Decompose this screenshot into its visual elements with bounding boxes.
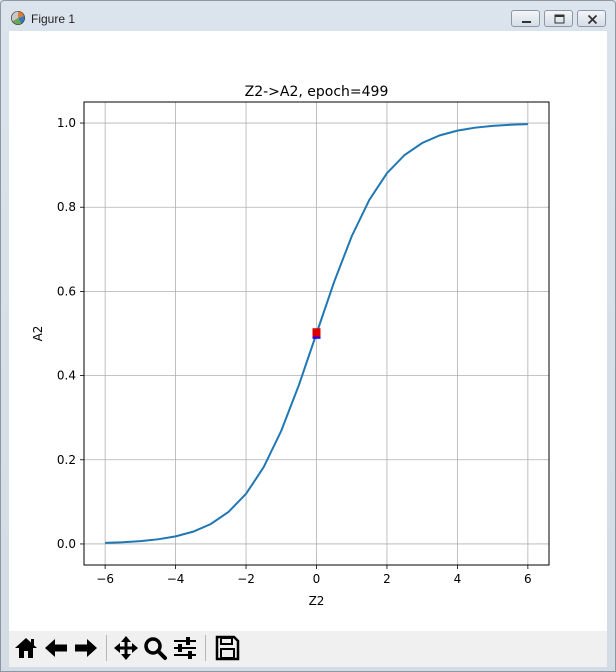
forward-button[interactable]: [72, 634, 100, 662]
x-axis-label: Z2: [309, 594, 325, 608]
home-button[interactable]: [12, 634, 40, 662]
toolbar-separator: [106, 635, 107, 661]
point-markers: [312, 328, 321, 339]
y-tick-label: 0.0: [57, 537, 76, 551]
home-icon: [15, 638, 37, 658]
plot-area[interactable]: −6 −4 −2 0 2 4 6 0.0 0.2 0.4 0.6 0.8 1.0 Z2->A2, epo…: [9, 31, 607, 631]
point-marker: [312, 328, 321, 337]
magnifier-icon: [144, 637, 167, 660]
close-icon: [587, 14, 598, 25]
minimize-button[interactable]: [511, 10, 540, 27]
floppy-disk-icon: [215, 635, 240, 661]
maximize-icon: [554, 14, 565, 24]
window-title: Figure 1: [31, 12, 76, 26]
pan-button[interactable]: [112, 634, 140, 662]
chart-title: Z2->A2, epoch=499: [245, 84, 389, 100]
sliders-icon: [174, 637, 196, 659]
y-tick-label: 0.8: [57, 200, 76, 214]
x-tick-label: 6: [524, 572, 532, 586]
y-tick-label: 0.6: [57, 284, 76, 298]
x-tick-label: 4: [454, 572, 462, 586]
y-tick-label: 0.4: [57, 369, 76, 383]
figure-canvas[interactable]: −6 −4 −2 0 2 4 6 0.0 0.2 0.4 0.6 0.8 1.0 Z2->A2, epo…: [9, 31, 607, 663]
title-bar[interactable]: Figure 1: [1, 1, 615, 31]
y-tick-label: 0.2: [57, 453, 76, 467]
zoom-button[interactable]: [141, 634, 169, 662]
toolbar-separator: [205, 635, 206, 661]
matplotlib-figure-icon: [11, 11, 25, 25]
minimize-icon: [522, 21, 531, 23]
x-tick-label: 0: [313, 572, 321, 586]
x-tick-label: −2: [237, 572, 255, 586]
grid-lines: [84, 102, 549, 565]
maximize-button[interactable]: [544, 10, 573, 27]
x-tick-label: −6: [96, 572, 114, 586]
close-button[interactable]: [577, 10, 606, 27]
x-tick-label: 2: [383, 572, 391, 586]
move-icon: [114, 636, 138, 660]
arrow-right-icon: [75, 639, 97, 657]
axis-ticks: −6 −4 −2 0 2 4 6 0.0 0.2 0.4 0.6 0.8 1.0: [57, 116, 532, 586]
y-axis-label: A2: [31, 326, 45, 342]
back-button[interactable]: [42, 634, 70, 662]
save-button[interactable]: [213, 634, 241, 662]
y-tick-label: 1.0: [57, 116, 76, 130]
x-tick-label: −4: [167, 572, 185, 586]
configure-subplots-button[interactable]: [171, 634, 199, 662]
arrow-left-icon: [45, 639, 67, 657]
navigation-toolbar: [9, 631, 607, 667]
